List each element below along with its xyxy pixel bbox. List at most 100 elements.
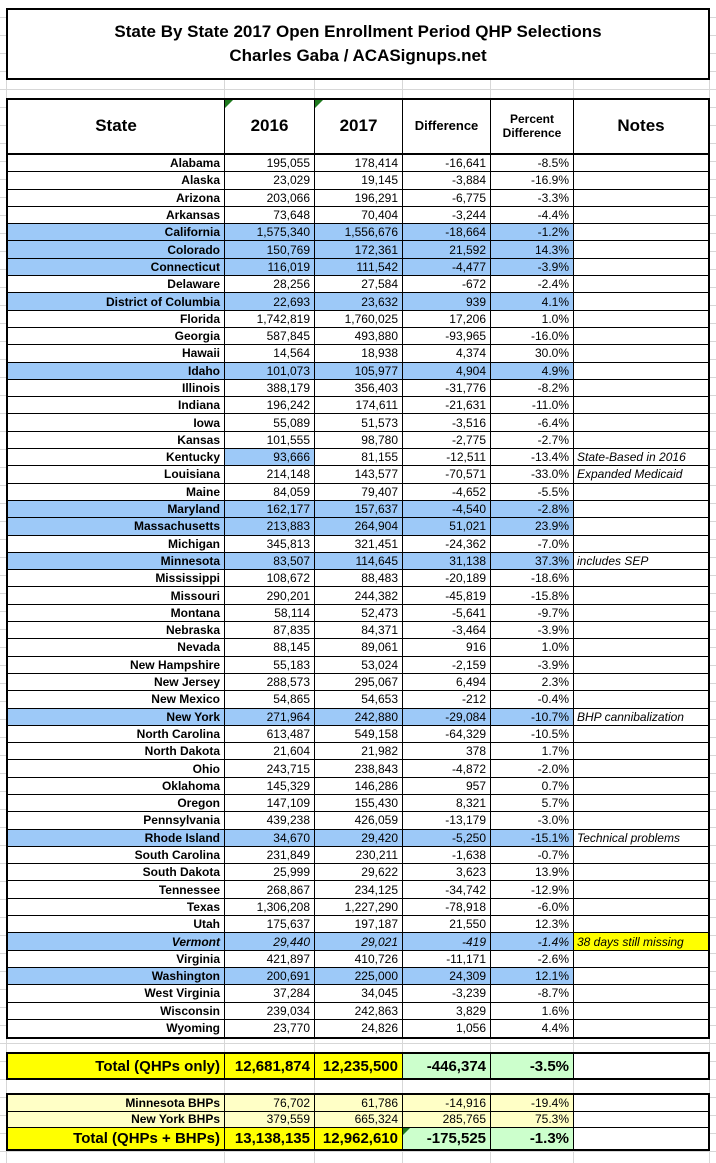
value-2017-cell[interactable]: 426,059 bbox=[315, 812, 403, 830]
percent-difference-cell[interactable]: -15.8% bbox=[491, 587, 574, 605]
value-2017-cell[interactable]: 51,573 bbox=[315, 414, 403, 432]
value-2017-cell[interactable]: 493,880 bbox=[315, 327, 403, 346]
header-2016[interactable]: 2016 bbox=[225, 100, 315, 155]
value-2016-cell[interactable]: 88,145 bbox=[225, 639, 315, 657]
value-2017-cell[interactable]: 264,904 bbox=[315, 518, 403, 536]
notes-cell[interactable] bbox=[574, 673, 708, 692]
value-2016-cell[interactable]: 55,089 bbox=[225, 414, 315, 432]
notes-cell[interactable] bbox=[574, 916, 708, 934]
percent-difference-cell[interactable]: -2.7% bbox=[491, 431, 574, 450]
percent-difference-cell[interactable]: 0.7% bbox=[491, 777, 574, 795]
header-notes[interactable]: Notes bbox=[574, 100, 708, 155]
value-2016-cell[interactable]: 203,066 bbox=[225, 189, 315, 207]
value-2017-cell[interactable]: 61,786 bbox=[315, 1095, 403, 1112]
difference-cell[interactable]: -212 bbox=[403, 691, 491, 709]
value-2016-cell[interactable]: 150,769 bbox=[225, 241, 315, 259]
difference-cell[interactable]: -20,189 bbox=[403, 570, 491, 588]
state-name-cell[interactable]: Montana bbox=[8, 604, 225, 623]
value-2016-cell[interactable]: 388,179 bbox=[225, 379, 315, 398]
notes-cell[interactable] bbox=[574, 950, 708, 968]
value-2016-cell[interactable]: 162,177 bbox=[225, 500, 315, 519]
difference-cell[interactable]: 31,138 bbox=[403, 552, 491, 571]
state-name-cell[interactable]: Minnesota bbox=[8, 552, 225, 571]
value-2016-cell[interactable]: 23,029 bbox=[225, 172, 315, 190]
state-name-cell[interactable]: Oregon bbox=[8, 794, 225, 813]
percent-difference-cell[interactable]: 12.3% bbox=[491, 916, 574, 934]
value-2017-cell[interactable]: 178,414 bbox=[315, 155, 403, 173]
value-2016-cell[interactable]: 58,114 bbox=[225, 604, 315, 623]
state-name-cell[interactable]: California bbox=[8, 224, 225, 242]
percent-difference-cell[interactable]: 37.3% bbox=[491, 552, 574, 571]
value-2016-cell[interactable]: 1,306,208 bbox=[225, 898, 315, 917]
row-label-cell[interactable]: New York BHPs bbox=[8, 1111, 225, 1129]
percent-difference-cell[interactable]: -7.0% bbox=[491, 535, 574, 553]
state-name-cell[interactable]: Wisconsin bbox=[8, 1002, 225, 1020]
value-2016-cell[interactable]: 1,575,340 bbox=[225, 224, 315, 242]
percent-difference-cell[interactable]: 13.9% bbox=[491, 864, 574, 882]
state-name-cell[interactable]: New York bbox=[8, 708, 225, 726]
value-2016-cell[interactable]: 613,487 bbox=[225, 725, 315, 744]
value-2017-cell[interactable]: 19,145 bbox=[315, 172, 403, 190]
notes-cell[interactable] bbox=[574, 570, 708, 588]
value-2017-cell[interactable]: 18,938 bbox=[315, 345, 403, 363]
value-2016-cell[interactable]: 214,148 bbox=[225, 466, 315, 484]
value-2017-cell[interactable]: 230,211 bbox=[315, 846, 403, 865]
notes-cell[interactable] bbox=[574, 327, 708, 346]
header-state[interactable]: State bbox=[8, 100, 225, 155]
difference-cell[interactable]: -4,652 bbox=[403, 483, 491, 501]
value-2016-cell[interactable]: 13,138,135 bbox=[225, 1128, 315, 1150]
percent-difference-cell[interactable]: -18.6% bbox=[491, 570, 574, 588]
difference-cell[interactable]: -78,918 bbox=[403, 898, 491, 917]
percent-difference-cell[interactable]: -2.6% bbox=[491, 950, 574, 968]
header-difference[interactable]: Difference bbox=[403, 100, 491, 155]
state-name-cell[interactable]: Colorado bbox=[8, 241, 225, 259]
state-name-cell[interactable]: Oklahoma bbox=[8, 777, 225, 795]
difference-cell[interactable]: -175,525 bbox=[403, 1128, 491, 1150]
difference-cell[interactable]: -3,516 bbox=[403, 414, 491, 432]
percent-difference-cell[interactable]: 4.1% bbox=[491, 293, 574, 311]
difference-cell[interactable]: 3,623 bbox=[403, 864, 491, 882]
difference-cell[interactable]: -21,631 bbox=[403, 397, 491, 415]
state-name-cell[interactable]: Virginia bbox=[8, 950, 225, 968]
difference-cell[interactable]: -70,571 bbox=[403, 466, 491, 484]
state-name-cell[interactable]: North Dakota bbox=[8, 743, 225, 761]
value-2016-cell[interactable]: 145,329 bbox=[225, 777, 315, 795]
state-name-cell[interactable]: Utah bbox=[8, 916, 225, 934]
value-2016-cell[interactable]: 101,073 bbox=[225, 362, 315, 380]
value-2017-cell[interactable]: 53,024 bbox=[315, 656, 403, 674]
percent-difference-cell[interactable]: -3.9% bbox=[491, 622, 574, 640]
value-2016-cell[interactable]: 73,648 bbox=[225, 206, 315, 225]
notes-cell[interactable] bbox=[574, 310, 708, 328]
notes-cell[interactable] bbox=[574, 898, 708, 917]
difference-cell[interactable]: -12,511 bbox=[403, 449, 491, 467]
notes-cell[interactable] bbox=[574, 1002, 708, 1020]
notes-cell[interactable] bbox=[574, 518, 708, 536]
difference-cell[interactable]: -11,171 bbox=[403, 950, 491, 968]
state-name-cell[interactable]: Arkansas bbox=[8, 206, 225, 225]
value-2016-cell[interactable]: 84,059 bbox=[225, 483, 315, 501]
value-2016-cell[interactable]: 101,555 bbox=[225, 431, 315, 450]
difference-cell[interactable]: -2,775 bbox=[403, 431, 491, 450]
notes-cell[interactable] bbox=[574, 379, 708, 398]
value-2016-cell[interactable]: 23,770 bbox=[225, 1019, 315, 1038]
state-name-cell[interactable]: North Carolina bbox=[8, 725, 225, 744]
difference-cell[interactable]: 939 bbox=[403, 293, 491, 311]
state-name-cell[interactable]: Michigan bbox=[8, 535, 225, 553]
difference-cell[interactable]: -24,362 bbox=[403, 535, 491, 553]
notes-cell[interactable] bbox=[574, 155, 708, 173]
notes-cell[interactable]: 38 days still missing bbox=[574, 933, 708, 951]
notes-cell[interactable]: includes SEP bbox=[574, 552, 708, 571]
notes-cell[interactable] bbox=[574, 206, 708, 225]
state-name-cell[interactable]: West Virginia bbox=[8, 985, 225, 1003]
percent-difference-cell[interactable]: 4.4% bbox=[491, 1019, 574, 1038]
difference-cell[interactable]: -3,884 bbox=[403, 172, 491, 190]
difference-cell[interactable]: -45,819 bbox=[403, 587, 491, 605]
state-name-cell[interactable]: Indiana bbox=[8, 397, 225, 415]
percent-difference-cell[interactable]: -13.4% bbox=[491, 449, 574, 467]
notes-cell[interactable] bbox=[574, 604, 708, 623]
value-2017-cell[interactable]: 89,061 bbox=[315, 639, 403, 657]
value-2017-cell[interactable]: 81,155 bbox=[315, 449, 403, 467]
notes-cell[interactable] bbox=[574, 431, 708, 450]
difference-cell[interactable]: -31,776 bbox=[403, 379, 491, 398]
difference-cell[interactable]: 21,550 bbox=[403, 916, 491, 934]
